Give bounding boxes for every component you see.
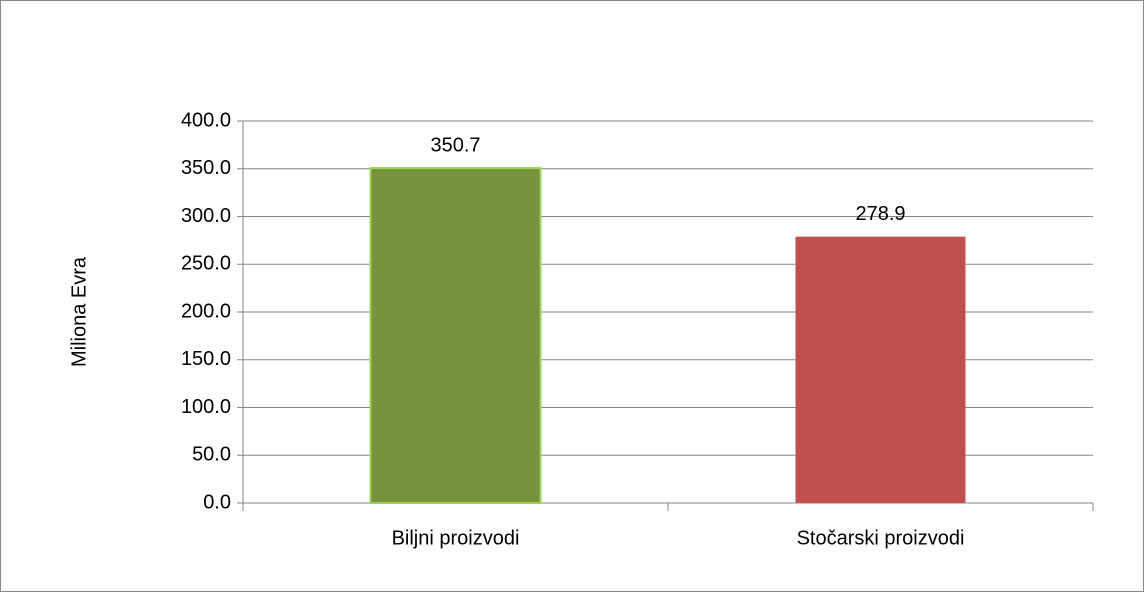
y-axis-label: Miliona Evra (68, 256, 90, 367)
y-tick-label: 350.0 (181, 157, 231, 179)
bar (369, 167, 542, 504)
y-tick-label: 0.0 (203, 491, 231, 513)
x-tick-label: Biljni proizvodi (392, 527, 520, 549)
y-tick-label: 50.0 (192, 444, 231, 466)
y-tick-label: 250.0 (181, 253, 231, 275)
data-label: 278.9 (855, 203, 905, 225)
bar (795, 236, 966, 503)
x-tick-label: Stočarski proizvodi (797, 527, 965, 549)
y-tick-label: 100.0 (181, 396, 231, 418)
y-tick-label: 200.0 (181, 300, 231, 322)
data-label: 350.7 (430, 134, 480, 156)
y-tick-label: 400.0 (181, 109, 231, 131)
y-tick-label: 150.0 (181, 348, 231, 370)
y-tick-label: 300.0 (181, 205, 231, 227)
